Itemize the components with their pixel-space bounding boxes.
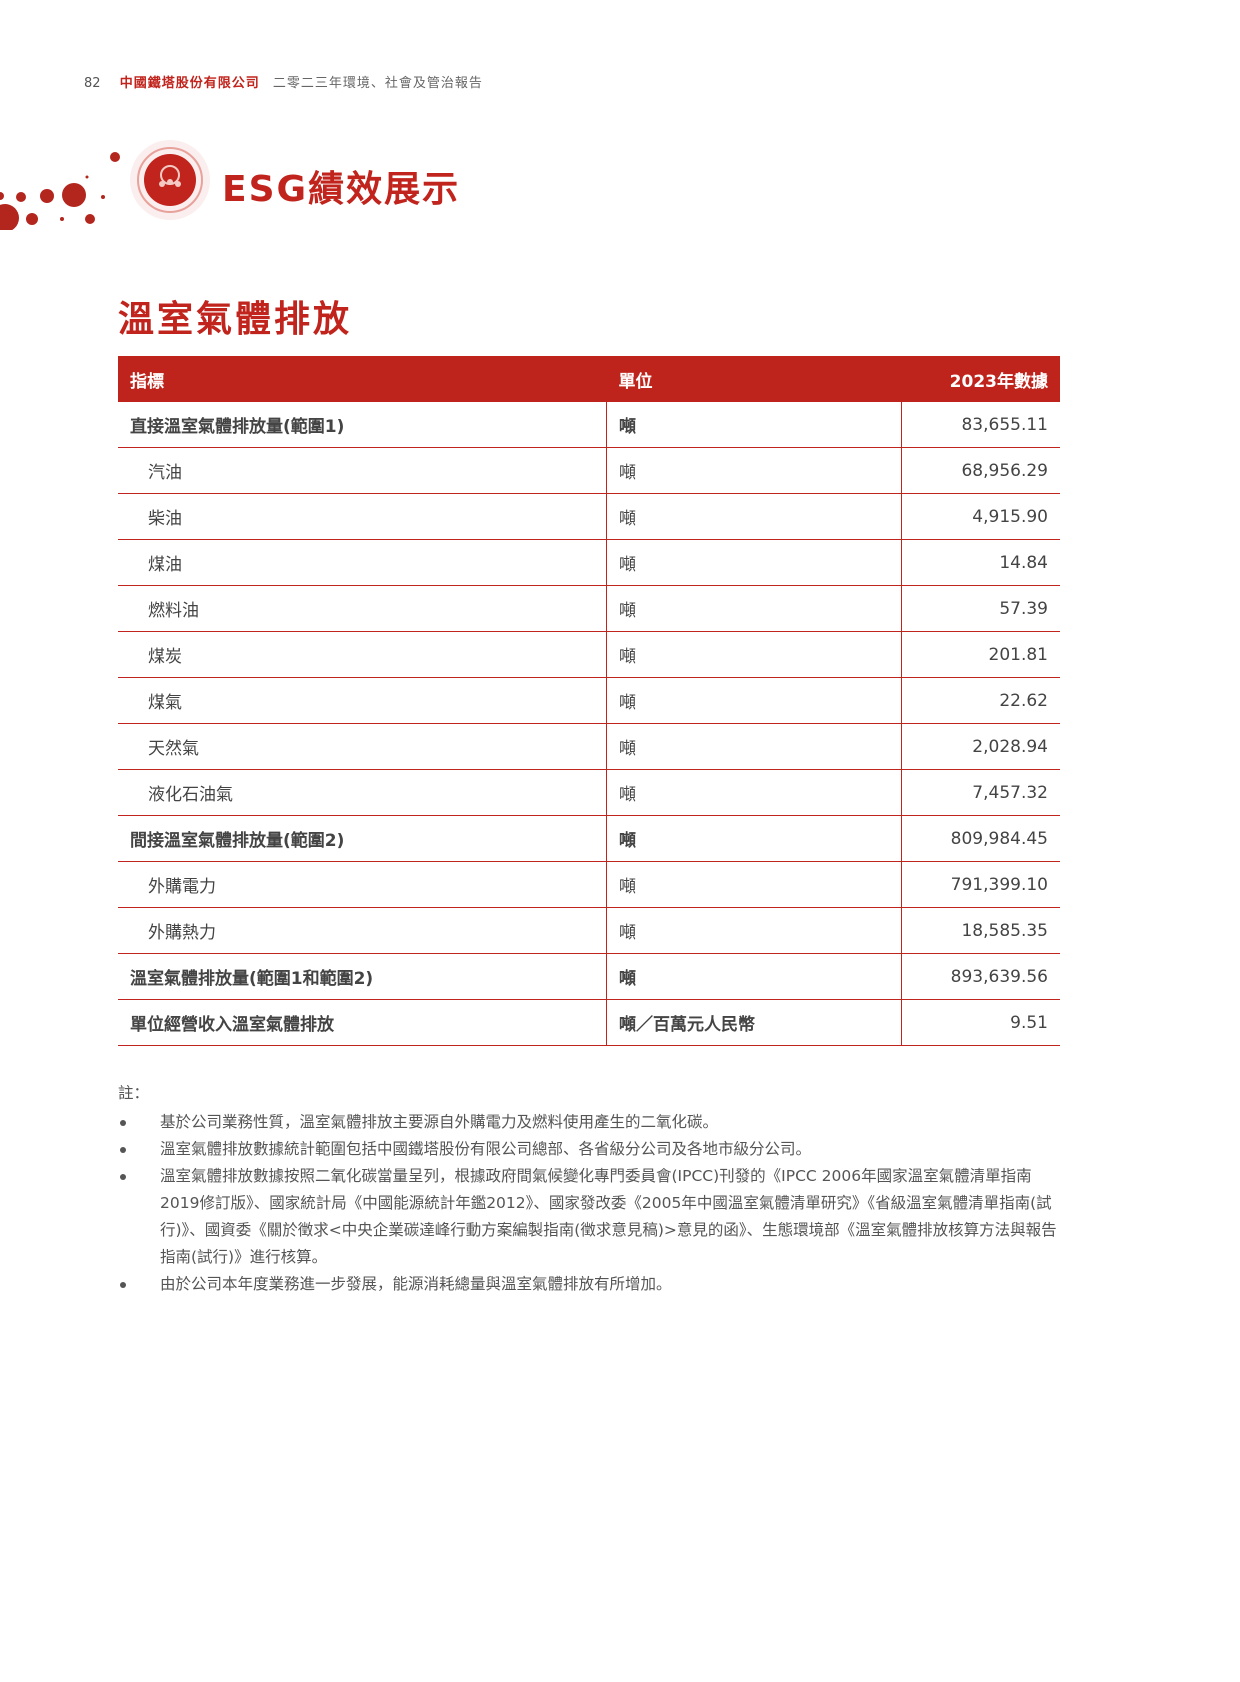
banner-title: ESG績效展示 <box>222 169 461 210</box>
unit-cell: 噸 <box>606 539 902 586</box>
table-row: 外購熱力噸 18,585.35 <box>118 907 1060 954</box>
value-cell: 4,915.90 <box>901 493 1060 540</box>
table-row: 液化石油氣噸 7,457.32 <box>118 769 1060 816</box>
note-item: 基於公司業務性質，溫室氣體排放主要源自外購電力及燃料使用產生的二氧化碳。 <box>118 1109 1062 1136</box>
indicator-cell: 煤炭 <box>118 631 607 678</box>
indicator-cell: 柴油 <box>118 493 607 540</box>
table-row: 間接溫室氣體排放量(範圍2) 噸 809,984.45 <box>118 815 1060 862</box>
col-value-2023: 2023年數據 <box>901 356 1060 402</box>
ghg-emissions-table: 指標 單位 2023年數據 直接溫室氣體排放量(範圍1) 噸 83,655.11 汽油… <box>118 356 1060 1046</box>
unit-cell: 噸 <box>606 953 902 1000</box>
unit-cell: 噸 <box>606 631 902 678</box>
value-cell: 893,639.56 <box>901 953 1060 1000</box>
value-cell: 68,956.29 <box>901 447 1060 494</box>
table-row: 煤炭噸 201.81 <box>118 631 1060 678</box>
unit-cell: 噸 <box>606 815 902 862</box>
note-item: 溫室氣體排放數據統計範圍包括中國鐵塔股份有限公司總部、各省級分公司及各地市級分公… <box>118 1136 1062 1163</box>
value-cell: 2,028.94 <box>901 723 1060 770</box>
table-row: 煤氣噸 22.62 <box>118 677 1060 724</box>
indicator-cell: 液化石油氣 <box>118 769 607 816</box>
value-cell: 9.51 <box>901 999 1060 1046</box>
indicator-cell: 煤氣 <box>118 677 607 724</box>
value-cell: 201.81 <box>901 631 1060 678</box>
value-cell: 83,655.11 <box>901 402 1060 448</box>
unit-cell: 噸 <box>606 493 902 540</box>
section-title: 溫室氣體排放 <box>118 299 353 340</box>
unit-cell: 噸 <box>606 402 902 448</box>
col-unit: 單位 <box>606 356 902 402</box>
indicator-cell: 燃料油 <box>118 585 607 632</box>
indicator-cell: 外購電力 <box>118 861 607 908</box>
table-row: 溫室氣體排放量(範圍1和範圍2) 噸 893,639.56 <box>118 953 1060 1000</box>
value-cell: 22.62 <box>901 677 1060 724</box>
table-row: 單位經營收入溫室氣體排放 噸／百萬元人民幣 9.51 <box>118 999 1060 1046</box>
indicator-cell: 溫室氣體排放量(範圍1和範圍2) <box>118 953 607 1000</box>
value-cell: 791,399.10 <box>901 861 1060 908</box>
unit-cell: 噸 <box>606 723 902 770</box>
running-header: 82 中國鐵塔股份有限公司 二零二三年環境、社會及管治報告 <box>84 72 483 91</box>
value-cell: 18,585.35 <box>901 907 1060 954</box>
indicator-cell: 天然氣 <box>118 723 607 770</box>
table-row: 外購電力噸 791,399.10 <box>118 861 1060 908</box>
note-item: 由於公司本年度業務進一步發展，能源消耗總量與溫室氣體排放有所增加。 <box>118 1271 1062 1298</box>
indicator-cell: 煤油 <box>118 539 607 586</box>
indicator-cell: 汽油 <box>118 447 607 494</box>
page-number: 82 <box>84 76 101 91</box>
col-indicator: 指標 <box>118 356 607 402</box>
table-row: 直接溫室氣體排放量(範圍1) 噸 83,655.11 <box>118 402 1060 448</box>
notes: 註： 基於公司業務性質，溫室氣體排放主要源自外購電力及燃料使用產生的二氧化碳。 … <box>118 1080 1062 1298</box>
table-row: 煤油噸 14.84 <box>118 539 1060 586</box>
table-header-row: 指標 單位 2023年數據 <box>118 356 1060 402</box>
unit-cell: 噸 <box>606 907 902 954</box>
table-row: 燃料油噸 57.39 <box>118 585 1060 632</box>
indicator-cell: 直接溫室氣體排放量(範圍1) <box>118 402 607 448</box>
table-row: 汽油噸 68,956.29 <box>118 447 1060 494</box>
value-cell: 14.84 <box>901 539 1060 586</box>
indicator-cell: 單位經營收入溫室氣體排放 <box>118 999 607 1046</box>
table-row: 柴油噸 4,915.90 <box>118 493 1060 540</box>
value-cell: 809,984.45 <box>901 815 1060 862</box>
value-cell: 57.39 <box>901 585 1060 632</box>
indicator-cell: 外購熱力 <box>118 907 607 954</box>
unit-cell: 噸 <box>606 447 902 494</box>
unit-cell: 噸 <box>606 769 902 816</box>
unit-cell: 噸 <box>606 861 902 908</box>
unit-cell: 噸 <box>606 677 902 724</box>
unit-cell: 噸／百萬元人民幣 <box>606 999 902 1046</box>
company-name: 中國鐵塔股份有限公司 <box>119 76 260 91</box>
note-item: 溫室氣體排放數據按照二氧化碳當量呈列，根據政府間氣候變化專門委員會(IPCC)刊… <box>118 1163 1062 1271</box>
indicator-cell: 間接溫室氣體排放量(範圍2) <box>118 815 607 862</box>
value-cell: 7,457.32 <box>901 769 1060 816</box>
report-name: 二零二三年環境、社會及管治報告 <box>272 76 483 91</box>
table-row: 天然氣噸 2,028.94 <box>118 723 1060 770</box>
unit-cell: 噸 <box>606 585 902 632</box>
notes-label: 註： <box>118 1084 150 1102</box>
decorative-dots <box>0 140 210 230</box>
